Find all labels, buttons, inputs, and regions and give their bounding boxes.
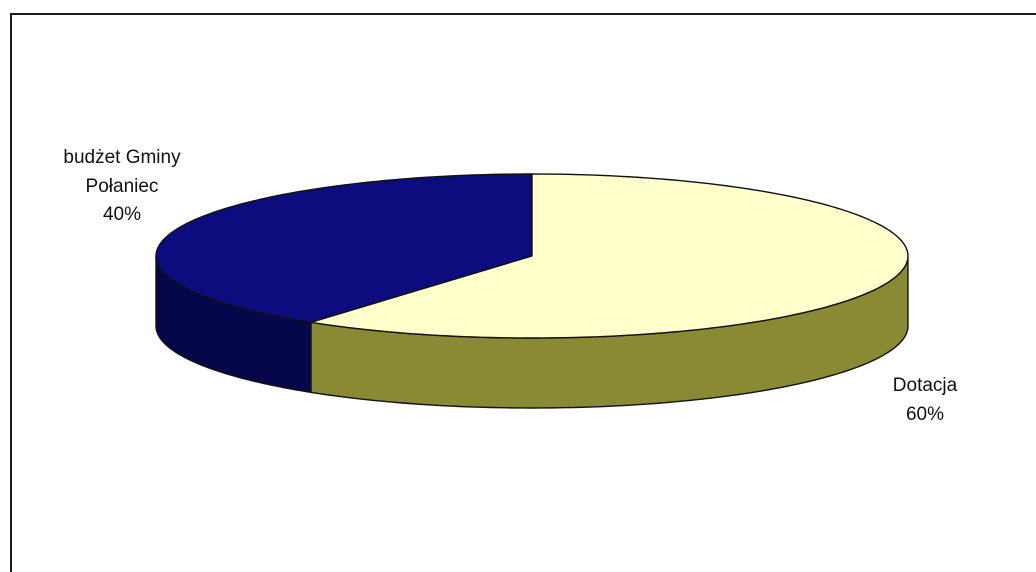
slice-labels: budżet Gminy Połaniec 40% Dotacja 60% bbox=[63, 147, 957, 425]
slice-percent-budzet: 40% bbox=[103, 204, 141, 225]
slice-label-dotacja: Dotacja bbox=[893, 375, 958, 396]
pie-slice-top-0 bbox=[155, 173, 533, 324]
slice-label-budzet-line2: Połaniec bbox=[86, 176, 159, 197]
slice-percent-dotacja: 60% bbox=[906, 404, 944, 425]
pie-slices bbox=[155, 173, 909, 409]
pie-slice-top-1 bbox=[310, 173, 909, 339]
slice-label-budzet-line1: budżet Gminy bbox=[63, 147, 181, 168]
